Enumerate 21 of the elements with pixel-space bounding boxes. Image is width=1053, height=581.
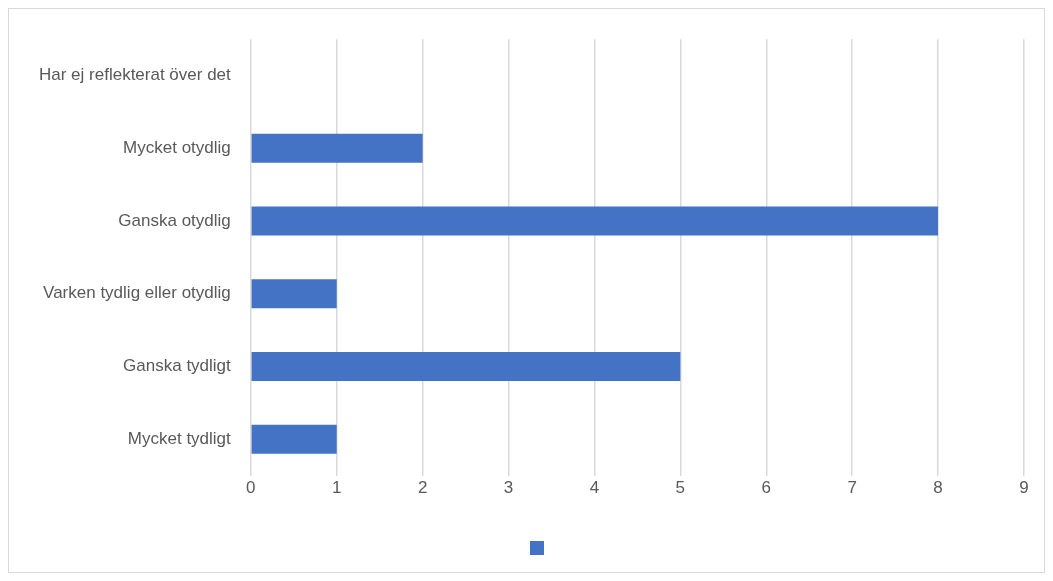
bar — [251, 351, 681, 382]
bar — [251, 424, 337, 454]
y-tick-label: Varken tydlig eller otydlig — [43, 283, 231, 303]
bar — [251, 206, 939, 236]
y-tick-label: Har ej reflekterat över det — [38, 65, 232, 85]
x-tick-label: 4 — [589, 478, 600, 498]
y-tick-label: Mycket tydligt — [127, 428, 232, 448]
x-tick-label: 5 — [675, 478, 686, 498]
x-tick-label: 7 — [847, 478, 857, 498]
bar — [251, 133, 423, 163]
x-tick-label: 3 — [503, 478, 514, 498]
x-tick-label: 1 — [331, 478, 342, 498]
y-tick-label: Ganska tydligt — [123, 356, 232, 376]
x-tick-label: 9 — [1019, 478, 1029, 498]
x-tick-label: 0 — [246, 478, 256, 498]
y-tick-label: Mycket otydlig — [123, 137, 231, 157]
bar — [251, 279, 337, 309]
x-tick-label: 2 — [417, 478, 428, 498]
x-tick-label: 8 — [933, 478, 943, 498]
x-tick-label: 6 — [761, 478, 771, 498]
y-tick-label: Ganska otydlig — [118, 210, 231, 230]
